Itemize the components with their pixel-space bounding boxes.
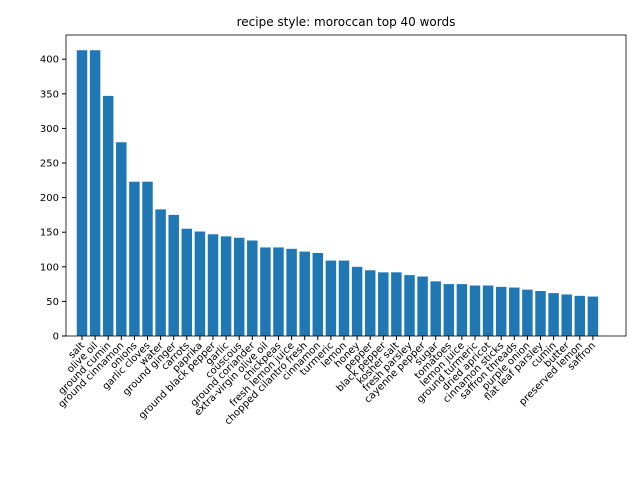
bar xyxy=(89,50,101,336)
bar xyxy=(299,251,310,336)
bar xyxy=(220,236,232,336)
y-tick-label: 200 xyxy=(40,193,59,204)
bar xyxy=(469,285,481,336)
bar xyxy=(587,296,599,336)
bar xyxy=(207,234,219,336)
bar xyxy=(116,142,127,336)
bar xyxy=(482,285,494,336)
y-tick-label: 250 xyxy=(40,159,59,170)
bar xyxy=(351,266,363,336)
bar xyxy=(495,286,507,336)
y-tick-label: 300 xyxy=(40,124,59,135)
bar xyxy=(194,231,206,336)
y-tick-label: 150 xyxy=(40,228,59,239)
bar xyxy=(561,294,572,336)
bar xyxy=(378,272,389,336)
bar xyxy=(102,95,114,336)
bar xyxy=(574,295,586,336)
bar xyxy=(443,284,455,336)
bar xyxy=(509,287,520,336)
bar xyxy=(76,50,88,336)
bar xyxy=(181,228,193,336)
y-tick-label: 0 xyxy=(53,332,59,343)
bar xyxy=(404,275,415,336)
bar xyxy=(456,284,468,336)
chart-title: recipe style: moroccan top 40 words xyxy=(237,15,456,29)
bar xyxy=(430,281,441,336)
bar xyxy=(312,252,324,336)
bar xyxy=(364,270,376,336)
bar xyxy=(168,214,179,336)
plot-frame xyxy=(65,34,627,337)
bar xyxy=(548,293,559,336)
y-tick-label: 50 xyxy=(46,297,59,308)
y-tick-label: 400 xyxy=(40,55,59,66)
bar xyxy=(273,247,284,336)
bar xyxy=(247,240,258,336)
bar xyxy=(286,248,297,336)
bar xyxy=(325,260,337,336)
bar xyxy=(142,181,153,336)
y-tick-label: 350 xyxy=(40,89,59,100)
bar xyxy=(391,272,402,336)
y-tick-label: 100 xyxy=(40,262,59,273)
bar xyxy=(535,291,546,336)
bar xyxy=(522,289,533,336)
bar xyxy=(155,209,166,336)
bar xyxy=(417,276,428,336)
bar xyxy=(260,247,271,336)
bar xyxy=(129,181,140,336)
bar xyxy=(338,260,350,336)
bar xyxy=(233,237,245,336)
